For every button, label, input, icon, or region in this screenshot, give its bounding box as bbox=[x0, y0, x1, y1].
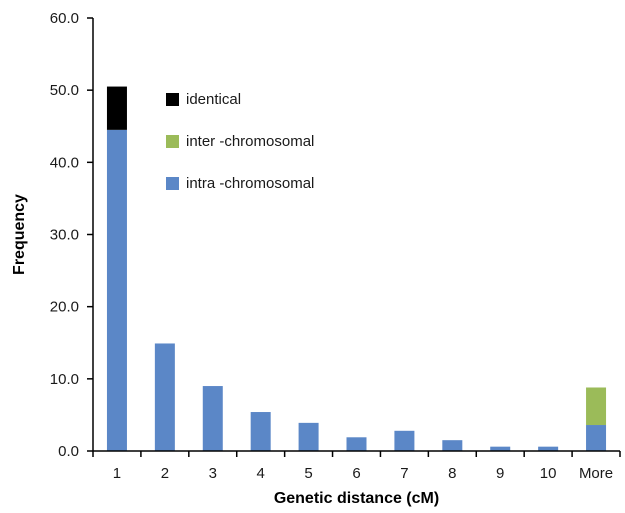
x-tick-label: More bbox=[579, 465, 613, 482]
legend-label-inter-chromosomal: inter -chromosomal bbox=[186, 133, 314, 150]
legend: identical inter -chromosomal intra -chromo… bbox=[166, 91, 314, 192]
x-tick-label: 4 bbox=[257, 465, 265, 482]
x-tick-label: 1 bbox=[113, 465, 121, 482]
bars-layer bbox=[106, 86, 607, 451]
y-tick-label: 0.0 bbox=[58, 443, 79, 460]
y-tick-label: 10.0 bbox=[50, 371, 79, 388]
bar-intra-chromosomal-4 bbox=[250, 412, 271, 451]
x-ticks: 1 2 3 4 5 6 7 8 9 10 More bbox=[92, 451, 621, 482]
x-tick-label: 9 bbox=[496, 465, 504, 482]
legend-swatch-identical bbox=[166, 93, 179, 106]
bar-intra-chromosomal-10 bbox=[538, 446, 559, 451]
legend-label-intra-chromosomal: intra -chromosomal bbox=[186, 175, 314, 192]
bar-intra-chromosomal-7 bbox=[394, 430, 415, 451]
bar-intra-chromosomal-5 bbox=[298, 422, 319, 451]
x-tick-label: 8 bbox=[448, 465, 456, 482]
bar-intra-chromosomal-3 bbox=[202, 386, 223, 451]
y-tick-label: 60.0 bbox=[50, 10, 79, 27]
x-axis-title: Genetic distance (cM) bbox=[274, 490, 439, 507]
bar-intra-chromosomal-8 bbox=[442, 440, 463, 451]
bar-inter-chromosomal-more bbox=[586, 387, 607, 426]
bar-intra-chromosomal-9 bbox=[490, 446, 511, 451]
y-axis-title: Frequency bbox=[11, 194, 28, 275]
legend-swatch-inter-chromosomal bbox=[166, 135, 179, 148]
x-tick-label: 7 bbox=[400, 465, 408, 482]
y-tick-label: 20.0 bbox=[50, 299, 79, 316]
y-tick-label: 40.0 bbox=[50, 154, 79, 171]
y-tick-label: 50.0 bbox=[50, 82, 79, 99]
bar-intra-chromosomal-2 bbox=[154, 343, 175, 451]
legend-swatch-intra-chromosomal bbox=[166, 177, 179, 190]
bar-intra-chromosomal-more bbox=[586, 425, 607, 451]
y-ticks: 0.0 10.0 20.0 30.0 40.0 50.0 60.0 bbox=[50, 10, 93, 460]
x-tick-label: 5 bbox=[304, 465, 312, 482]
x-tick-label: 10 bbox=[540, 465, 557, 482]
x-tick-label: 3 bbox=[209, 465, 217, 482]
bar-intra-chromosomal-6 bbox=[346, 437, 367, 451]
bar-identical-1 bbox=[106, 86, 127, 130]
bar-intra-chromosomal-1 bbox=[106, 129, 127, 451]
x-tick-label: 6 bbox=[352, 465, 360, 482]
legend-label-identical: identical bbox=[186, 91, 241, 108]
x-tick-label: 2 bbox=[161, 465, 169, 482]
y-tick-label: 30.0 bbox=[50, 227, 79, 244]
